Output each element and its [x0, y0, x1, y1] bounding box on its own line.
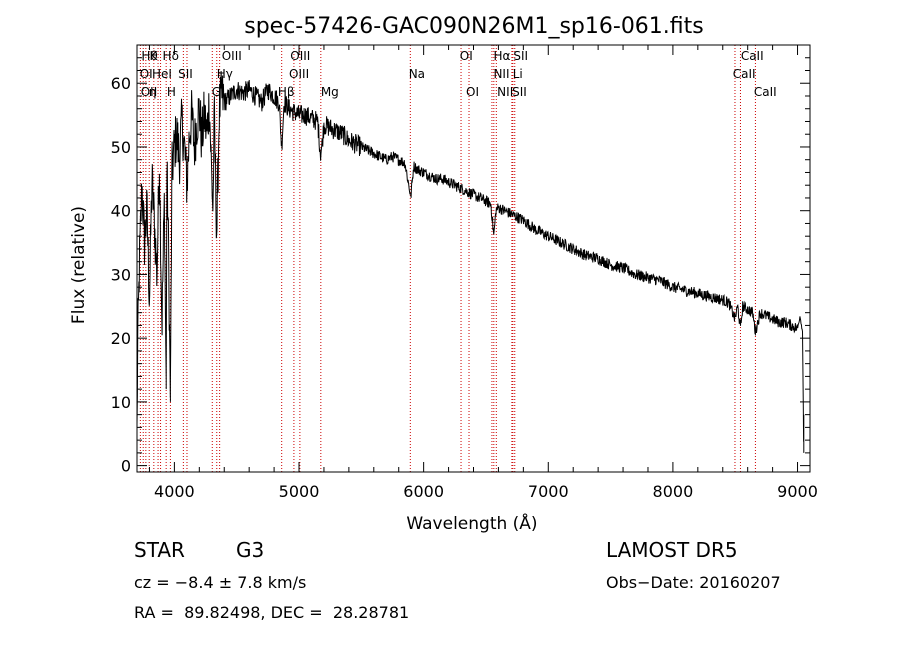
line-marker-label: SII	[178, 67, 193, 81]
line-marker-label: CaII	[733, 67, 756, 81]
y-tick-label: 40	[111, 202, 131, 221]
y-tick-label: 0	[121, 457, 131, 476]
y-tick-label: 30	[111, 265, 131, 284]
x-tick-label: 7000	[528, 482, 569, 501]
x-axis: 4000 5000 6000 7000 8000 9000	[148, 45, 818, 501]
survey-name: LAMOST DR5	[606, 538, 738, 562]
line-marker-label: OII	[141, 85, 158, 99]
line-marker-label: CaII	[741, 49, 764, 63]
object-subclass: G3	[236, 538, 265, 562]
line-marker-label: Hγ	[217, 67, 233, 81]
spectrum-line	[136, 70, 805, 453]
line-marker-label: Hβ	[278, 85, 295, 99]
line-markers	[139, 45, 756, 472]
line-marker-label: Hδ	[163, 49, 179, 63]
line-marker-label: η	[149, 85, 157, 99]
line-marker-label: G	[212, 85, 221, 99]
y-axis: 0 10 20 30 40 50 60	[111, 57, 810, 476]
line-marker-label: CaII	[754, 85, 777, 99]
line-marker-label: HeI	[152, 67, 172, 81]
line-marker-label: K	[149, 49, 158, 63]
coordinates: RA = 89.82498, DEC = 28.28781	[134, 603, 410, 622]
y-tick-label: 60	[111, 74, 131, 93]
x-tick-label: 4000	[154, 482, 195, 501]
line-marker-label: SII	[512, 85, 527, 99]
line-marker-label: NII	[493, 67, 509, 81]
line-marker-label: Hθ	[141, 49, 157, 63]
x-axis-label: Wavelength (Å)	[406, 512, 537, 534]
line-marker-label: OI	[460, 49, 473, 63]
x-tick-label: 6000	[403, 482, 444, 501]
redshift-text: cz = −8.4 ± 7.8 km/s	[134, 573, 307, 592]
obs-date: Obs−Date: 20160207	[606, 573, 781, 592]
y-tick-label: 20	[111, 329, 131, 348]
line-marker-label: NII	[497, 85, 513, 99]
x-tick-label: 8000	[653, 482, 694, 501]
line-marker-label: Li	[513, 67, 523, 81]
line-marker-label: OIII	[289, 67, 309, 81]
line-marker-label: OIII	[290, 49, 310, 63]
line-marker-label: Mg	[321, 85, 339, 99]
line-marker-label: OI	[140, 67, 153, 81]
x-tick-label: 9000	[777, 482, 818, 501]
y-tick-label: 10	[111, 393, 131, 412]
x-tick-label: 5000	[279, 482, 320, 501]
line-marker-label: Na	[409, 67, 425, 81]
chart-title: spec-57426-GAC090N26M1_sp16-061.fits	[244, 14, 704, 39]
line-marker-label: Hα	[493, 49, 510, 63]
line-marker-label: OI	[466, 85, 479, 99]
y-tick-label: 50	[111, 138, 131, 157]
object-class: STAR	[134, 538, 185, 562]
line-marker-label: SII	[513, 49, 528, 63]
line-marker-label: H	[167, 85, 176, 99]
line-marker-label: OIII	[222, 49, 242, 63]
y-axis-label: Flux (relative)	[69, 206, 89, 324]
plot-frame	[136, 44, 811, 473]
